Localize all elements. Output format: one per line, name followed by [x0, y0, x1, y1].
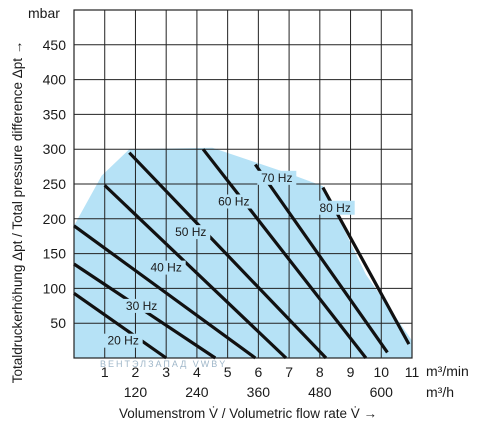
- x-tick-label: 8: [316, 364, 324, 380]
- series-label-bg: [171, 225, 211, 240]
- y-axis-title: Totaldruckerhöhung Δpt / Total pressure …: [10, 41, 25, 383]
- x-tick-label: 4: [193, 364, 201, 380]
- x-axis-title: Volumenstrom V̇ / Volumetric flow rate V…: [119, 406, 377, 421]
- operating-region-layer: [74, 147, 412, 358]
- x-tick-label: 2: [132, 364, 140, 380]
- y-tick-label: 50: [50, 315, 66, 331]
- label-layer: 50 100 150 200 250 300 350 400 450 1 2 3 4 5 6 7 8 9 10 11 1…: [43, 37, 420, 400]
- y-tick-label: 150: [43, 246, 67, 262]
- series-line: [253, 163, 389, 354]
- x-unit-secondary: m³/h: [426, 384, 454, 400]
- series-label-bg: [146, 260, 186, 275]
- series-label-bg: [257, 170, 297, 185]
- series-label: 20 Hz: [107, 334, 138, 348]
- y-tick-label: 300: [43, 141, 67, 157]
- series-label-bg: [103, 333, 143, 348]
- x-tick-label-secondary: 600: [370, 384, 394, 400]
- series-line: [73, 224, 257, 360]
- x-tick-label: 10: [373, 364, 389, 380]
- x-unit-primary: m³/min: [426, 363, 469, 379]
- y-tick-label: 100: [43, 280, 67, 296]
- series-line: [201, 148, 368, 359]
- series-label: 80 Hz: [320, 201, 351, 215]
- x-tick-label: 3: [162, 364, 170, 380]
- series-label: 40 Hz: [151, 261, 182, 275]
- y-tick-label: 400: [43, 72, 67, 88]
- y-tick-label: 350: [43, 106, 67, 122]
- series-label: 60 Hz: [218, 194, 249, 208]
- operating-region: [74, 147, 412, 358]
- y-tick-label: 450: [43, 37, 67, 53]
- watermark: ВЕНТЭЛЗАПАД VWBY: [100, 359, 227, 369]
- x-tick-label: 11: [405, 364, 420, 380]
- x-tick-label-secondary: 240: [185, 384, 209, 400]
- x-tick-label: 9: [347, 364, 355, 380]
- series-line: [73, 291, 168, 360]
- x-tick-label-secondary: 480: [308, 384, 332, 400]
- series-label-bg: [315, 200, 355, 215]
- x-tick-label: 1: [101, 364, 109, 380]
- series-line: [128, 151, 328, 360]
- x-tick-label: 5: [224, 364, 232, 380]
- x-tick-label-secondary: 360: [247, 384, 271, 400]
- series-label: 70 Hz: [261, 171, 292, 185]
- series-label: 50 Hz: [175, 225, 206, 239]
- series-label-bg: [122, 298, 162, 313]
- series-line: [103, 184, 288, 360]
- y-unit-label: mbar: [28, 5, 60, 21]
- x-tick-label: 6: [254, 364, 262, 380]
- series-label-bg: [214, 194, 254, 209]
- x-tick-label: 7: [285, 364, 293, 380]
- y-tick-label: 200: [43, 211, 67, 227]
- series-label: 30 Hz: [126, 299, 157, 313]
- x-tick-label-secondary: 120: [124, 384, 148, 400]
- y-tick-label: 250: [43, 176, 67, 192]
